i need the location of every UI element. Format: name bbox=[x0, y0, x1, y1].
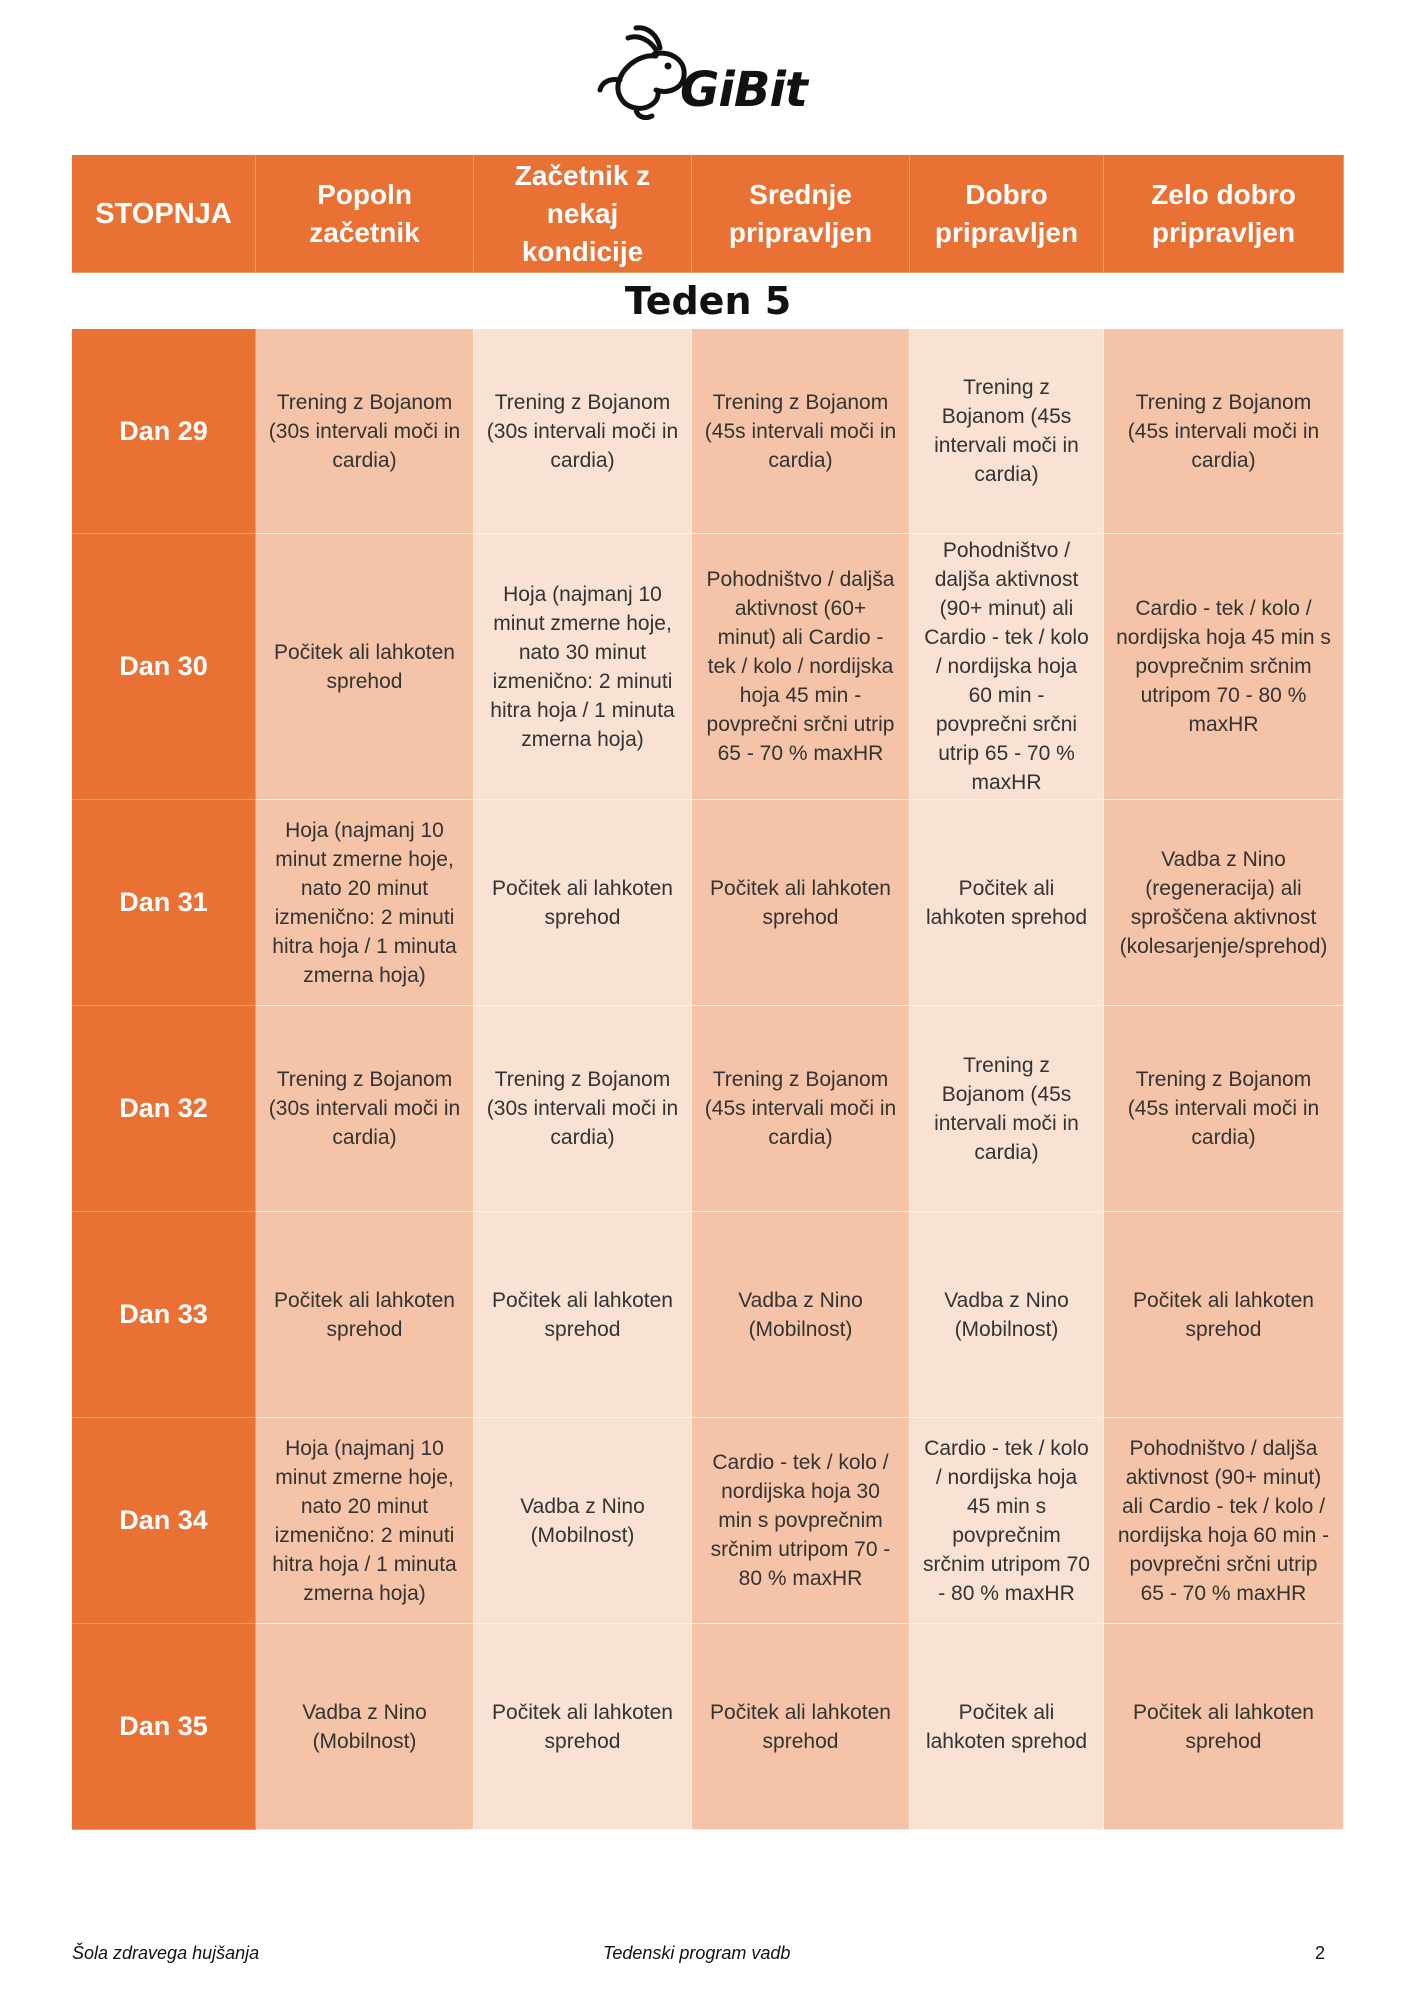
table-cell: Počitek ali lahkoten sprehod bbox=[1104, 1624, 1344, 1830]
table-cell: Trening z Bojanom (45s intervali moči in… bbox=[1104, 1006, 1344, 1212]
table-cell: Počitek ali lahkoten sprehod bbox=[692, 1624, 910, 1830]
table-cell: Hoja (najmanj 10 minut zmerne hoje, nato… bbox=[474, 534, 692, 800]
table-cell: Počitek ali lahkoten sprehod bbox=[474, 1212, 692, 1418]
table-cell: Cardio - tek / kolo / nordijska hoja 45 … bbox=[910, 1418, 1104, 1624]
table-cell: Trening z Bojanom (30s intervali moči in… bbox=[474, 329, 692, 534]
day-label: Dan 32 bbox=[72, 1006, 256, 1212]
day-label: Dan 29 bbox=[72, 329, 256, 534]
page-number: 2 bbox=[1315, 1943, 1326, 1963]
day-label: Dan 31 bbox=[72, 800, 256, 1006]
table-cell: Pohodništvo / daljša aktivnost (90+ minu… bbox=[910, 534, 1104, 800]
day-label: Dan 30 bbox=[72, 534, 256, 800]
header-level-4: Dobro pripravljen bbox=[910, 155, 1104, 273]
training-table: STOPNJA Popoln začetnik Začetnik z nekaj… bbox=[72, 155, 1344, 1830]
table-cell: Trening z Bojanom (45s intervali moči in… bbox=[910, 1006, 1104, 1212]
rabbit-logo-icon bbox=[597, 25, 687, 120]
table-cell: Počitek ali lahkoten sprehod bbox=[474, 800, 692, 1006]
table-cell: Trening z Bojanom (45s intervali moči in… bbox=[692, 1006, 910, 1212]
table-cell: Vadba z Nino (Mobilnost) bbox=[692, 1212, 910, 1418]
table-cell: Cardio - tek / kolo / nordijska hoja 30 … bbox=[692, 1418, 910, 1624]
footer-center: Tedenski program vadb bbox=[603, 1943, 791, 1963]
table-cell: Počitek ali lahkoten sprehod bbox=[474, 1624, 692, 1830]
table-cell: Pohodništvo / daljša aktivnost (90+ minu… bbox=[1104, 1418, 1344, 1624]
table-cell: Vadba z Nino (Mobilnost) bbox=[910, 1212, 1104, 1418]
table-cell: Hoja (najmanj 10 minut zmerne hoje, nato… bbox=[256, 800, 474, 1006]
table-cell: Cardio - tek / kolo / nordijska hoja 45 … bbox=[1104, 534, 1344, 800]
header-level-5: Zelo dobro pripravljen bbox=[1104, 155, 1344, 273]
day-label: Dan 35 bbox=[72, 1624, 256, 1830]
week-title: Teden 5 bbox=[72, 273, 1344, 329]
table-cell: Trening z Bojanom (45s intervali moči in… bbox=[1104, 329, 1344, 534]
table-cell: Počitek ali lahkoten sprehod bbox=[910, 800, 1104, 1006]
table-cell: Trening z Bojanom (30s intervali moči in… bbox=[256, 329, 474, 534]
table-cell: Vadba z Nino (Mobilnost) bbox=[474, 1418, 692, 1624]
table-cell: Hoja (najmanj 10 minut zmerne hoje, nato… bbox=[256, 1418, 474, 1624]
logo-text: GiBit bbox=[680, 62, 808, 118]
footer-left: Šola zdravega hujšanja bbox=[72, 1943, 260, 1963]
table-cell: Trening z Bojanom (45s intervali moči in… bbox=[910, 329, 1104, 534]
table-cell: Vadba z Nino (Mobilnost) bbox=[256, 1624, 474, 1830]
table-cell: Trening z Bojanom (30s intervali moči in… bbox=[256, 1006, 474, 1212]
table-cell: Počitek ali lahkoten sprehod bbox=[256, 534, 474, 800]
header-level-2: Začetnik z nekaj kondicije bbox=[474, 155, 692, 273]
gibit-logo: GiBit bbox=[596, 20, 808, 120]
header-level-3: Srednje pripravljen bbox=[692, 155, 910, 273]
table-cell: Počitek ali lahkoten sprehod bbox=[1104, 1212, 1344, 1418]
table-cell: Vadba z Nino (regeneracija) ali sproščen… bbox=[1104, 800, 1344, 1006]
table-cell: Pohodništvo / daljša aktivnost (60+ minu… bbox=[692, 534, 910, 800]
header-level-1: Popoln začetnik bbox=[256, 155, 474, 273]
table-cell: Trening z Bojanom (30s intervali moči in… bbox=[474, 1006, 692, 1212]
table-cell: Počitek ali lahkoten sprehod bbox=[256, 1212, 474, 1418]
day-label: Dan 34 bbox=[72, 1418, 256, 1624]
header-stopnja: STOPNJA bbox=[72, 155, 256, 273]
table-cell: Trening z Bojanom (45s intervali moči in… bbox=[692, 329, 910, 534]
day-label: Dan 33 bbox=[72, 1212, 256, 1418]
table-cell: Počitek ali lahkoten sprehod bbox=[692, 800, 910, 1006]
table-cell: Počitek ali lahkoten sprehod bbox=[910, 1624, 1104, 1830]
